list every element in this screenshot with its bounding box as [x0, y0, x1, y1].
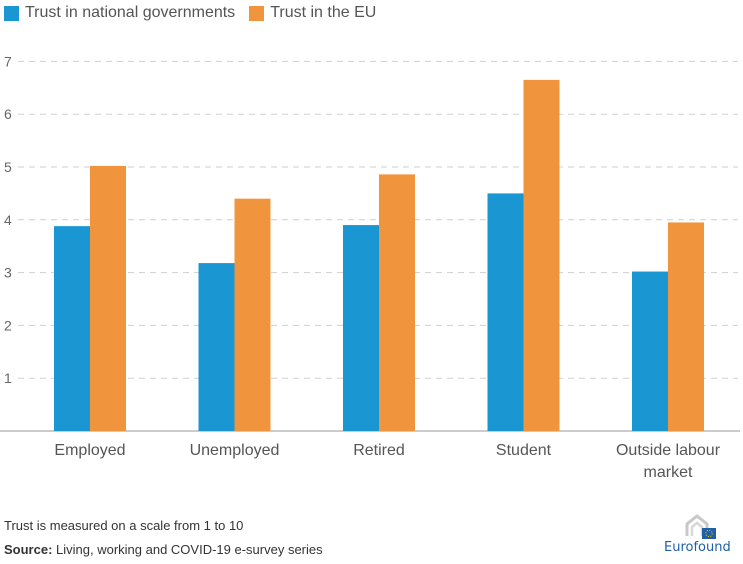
chart-legend: Trust in national governments Trust in t…: [4, 3, 376, 23]
bar-eu-0: [90, 165, 126, 431]
legend-label-eu: Trust in the EU: [270, 4, 377, 21]
footer-source: Source: Living, working and COVID-19 e-s…: [4, 542, 323, 557]
y-tick-label-6: 6: [4, 106, 12, 122]
x-tick-label-0: Employed: [54, 442, 125, 459]
bar-chart: 1 2 3 4 5 6 7 Employed Unemployed Retired Student O…: [0, 53, 740, 481]
y-tick-label-4: 4: [4, 212, 12, 228]
x-tick-label-3: Student: [496, 442, 552, 459]
legend-swatch-national: [4, 5, 19, 21]
y-tick-label-2: 2: [4, 317, 12, 333]
bar-national-4: [632, 271, 668, 431]
y-tick-label-7: 7: [4, 53, 12, 69]
y-tick-label-3: 3: [4, 265, 12, 281]
bar-eu-2: [379, 174, 415, 431]
bar-national-1: [198, 263, 235, 431]
x-tick-label-2: Retired: [353, 442, 405, 459]
legend-label-national: Trust in national governments: [25, 4, 236, 21]
legend-item-eu: Trust in the EU: [249, 4, 376, 22]
bar-national-0: [54, 226, 90, 431]
y-tick-label-1: 1: [4, 370, 12, 386]
bar-eu-3: [523, 79, 560, 431]
eurofound-logo-icon: [685, 514, 716, 539]
bar-eu-1: [234, 198, 271, 431]
source-label: Source:: [4, 542, 53, 557]
bar-eu-4: [668, 222, 704, 431]
footer-note: Trust is measured on a scale from 1 to 1…: [4, 518, 244, 533]
y-tick-label-5: 5: [4, 159, 12, 175]
x-tick-label-4-line0: Outside labour: [616, 442, 721, 459]
legend-swatch-eu: [249, 5, 265, 21]
legend-item-national: Trust in national governments: [4, 4, 235, 22]
bar-national-3: [487, 193, 524, 431]
x-tick-label-1: Unemployed: [190, 442, 280, 459]
x-tick-label-4-line1: market: [644, 464, 693, 481]
eurofound-logo-text: Eurofound: [664, 540, 731, 555]
bar-national-2: [343, 225, 379, 431]
source-text: Living, working and COVID-19 e-survey se…: [52, 542, 323, 557]
eurofound-logo: Eurofound: [664, 512, 731, 558]
